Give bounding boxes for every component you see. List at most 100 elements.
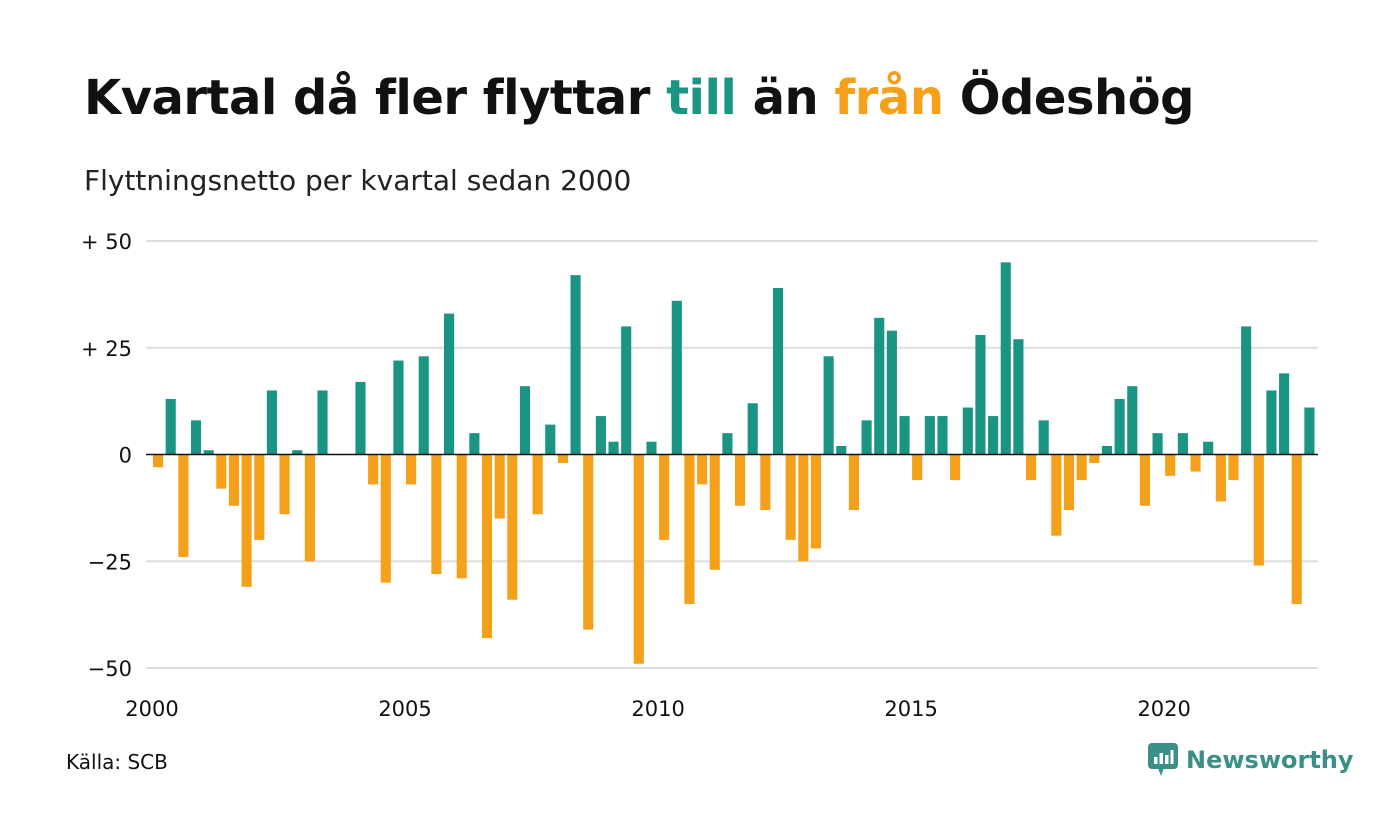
bar — [1291, 454, 1302, 604]
chart-subtitle: Flyttningsnetto per kvartal sedan 2000 — [84, 164, 632, 197]
bar — [1152, 433, 1163, 455]
bar — [975, 334, 986, 455]
bar — [595, 416, 606, 455]
brand-name: Newsworthy — [1186, 746, 1354, 774]
bar — [1038, 420, 1049, 455]
bar — [709, 454, 720, 570]
bar — [886, 330, 897, 455]
bar — [1051, 454, 1062, 536]
bar — [735, 454, 746, 506]
bar — [494, 454, 505, 519]
bar — [1114, 398, 1125, 455]
bar — [697, 454, 708, 485]
bar — [519, 386, 531, 455]
bar — [747, 403, 758, 455]
bar — [481, 454, 493, 639]
x-tick-label: 2000 — [125, 697, 178, 721]
bar — [216, 454, 227, 489]
bar — [1127, 386, 1138, 455]
bar — [444, 313, 455, 455]
bar — [621, 326, 632, 455]
source-note: Källa: SCB — [66, 750, 168, 774]
bar — [368, 454, 379, 485]
bar — [1101, 445, 1113, 455]
bar — [1241, 326, 1252, 455]
title-highlight-fran: från — [834, 70, 944, 126]
bar — [810, 454, 822, 549]
bar — [1228, 454, 1239, 481]
bar — [633, 454, 644, 664]
bar — [228, 454, 240, 506]
bar — [355, 381, 366, 455]
bar — [671, 300, 682, 455]
bar — [1177, 433, 1188, 455]
bar — [190, 420, 202, 455]
bar — [557, 454, 568, 464]
bar — [165, 398, 176, 455]
y-tick-label: + 25 — [81, 337, 132, 361]
bar — [583, 454, 594, 630]
bar — [1266, 390, 1277, 455]
x-tick-label: 2015 — [884, 697, 937, 721]
bar — [962, 407, 973, 455]
bar — [431, 454, 442, 575]
bar — [1089, 454, 1100, 464]
bar — [1000, 262, 1011, 455]
bar — [950, 454, 961, 481]
bar — [861, 420, 872, 455]
title-text: Ödeshög — [943, 70, 1195, 126]
bar — [456, 454, 467, 579]
bar — [924, 416, 935, 455]
bar — [241, 454, 252, 587]
title-highlight-till: till — [666, 70, 737, 126]
bar — [418, 356, 429, 455]
y-tick-label: −25 — [88, 550, 132, 574]
x-tick-label: 2010 — [631, 697, 684, 721]
title-text: Kvartal då fler flyttar — [84, 70, 667, 126]
x-tick-label: 2020 — [1137, 697, 1190, 721]
bar — [1190, 454, 1201, 472]
bar — [874, 317, 885, 455]
bar — [1026, 454, 1037, 481]
bar — [785, 454, 796, 540]
bar — [1215, 454, 1226, 502]
y-tick-label: 0 — [119, 444, 132, 468]
bar — [153, 454, 164, 468]
bar — [532, 454, 543, 515]
bar — [266, 390, 277, 455]
bar — [178, 454, 189, 557]
x-tick-label: 2005 — [378, 697, 431, 721]
brand-logo: Newsworthy — [1148, 743, 1354, 777]
bar — [684, 454, 695, 604]
bar — [203, 450, 214, 455]
bar — [545, 424, 556, 455]
bar — [760, 454, 771, 511]
bar — [1304, 407, 1315, 455]
bar — [798, 454, 809, 562]
bar — [899, 416, 910, 455]
bar — [836, 445, 847, 455]
bar — [1063, 454, 1075, 511]
bar — [1203, 441, 1214, 455]
bar — [912, 454, 923, 481]
bar — [469, 433, 480, 455]
bar — [1013, 339, 1024, 455]
bar — [279, 454, 290, 515]
bar — [646, 441, 657, 455]
bar — [292, 450, 303, 455]
newsworthy-icon — [1148, 743, 1178, 776]
bar — [608, 441, 619, 455]
bar — [393, 360, 404, 455]
bar — [1076, 454, 1087, 481]
bar — [380, 454, 391, 583]
bar — [1165, 454, 1176, 476]
bar — [659, 454, 670, 540]
y-tick-label: −50 — [88, 657, 132, 681]
bar — [937, 416, 948, 455]
bar — [254, 454, 265, 540]
bar — [406, 454, 417, 485]
y-tick-label: + 50 — [81, 230, 132, 254]
bar — [1253, 454, 1264, 566]
bar — [507, 454, 518, 600]
